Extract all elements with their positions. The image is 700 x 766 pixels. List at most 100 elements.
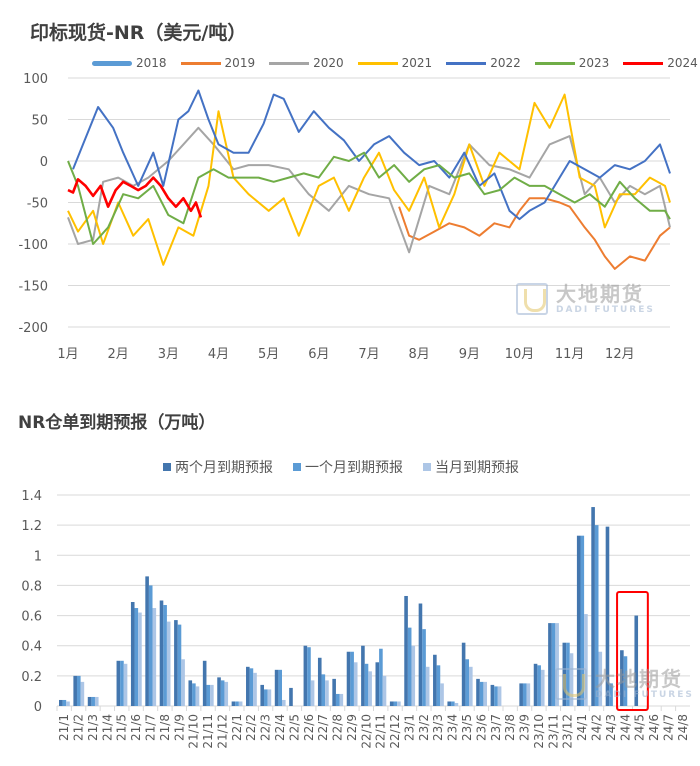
bar	[80, 681, 85, 706]
bar	[576, 535, 581, 706]
bar	[210, 684, 214, 706]
x-tick-label: 23/2	[417, 714, 431, 741]
bar	[519, 683, 523, 706]
legend-label: 2020	[313, 56, 344, 70]
bar	[145, 576, 149, 706]
y-tick-label: 1.2	[21, 519, 42, 534]
bar	[339, 693, 344, 706]
x-tick-label: 6月	[308, 347, 329, 362]
bar	[609, 683, 613, 706]
bar	[537, 665, 541, 706]
bar	[260, 684, 265, 706]
bar	[346, 651, 351, 706]
x-tick-label: 21/7	[144, 714, 158, 741]
watermark-cn: 大地期货	[595, 667, 683, 691]
legend-swatch	[293, 463, 301, 471]
bar	[551, 623, 556, 706]
bar	[379, 648, 383, 706]
bar	[490, 684, 495, 706]
series-line-2022	[72, 89, 671, 221]
y-tick-label: 1	[34, 549, 42, 564]
bar	[317, 657, 322, 706]
x-tick-label: 24/2	[589, 714, 603, 741]
bar	[94, 696, 99, 706]
bar	[177, 624, 182, 706]
bar	[623, 656, 628, 706]
y-tick-label: 50	[31, 114, 48, 129]
bar	[235, 701, 239, 706]
bar	[188, 680, 193, 706]
bar	[59, 699, 63, 706]
bar	[533, 663, 538, 706]
bar-chart-title: NR仓单到期预报（万吨）	[18, 413, 216, 433]
bar	[62, 699, 67, 706]
x-tick-label: 24/5	[633, 714, 647, 741]
x-tick-label: 21/10	[187, 714, 201, 749]
bar	[591, 507, 595, 706]
bar	[281, 699, 286, 706]
legend-swatch	[423, 463, 431, 471]
bar	[407, 627, 412, 706]
y-tick-label: 100	[23, 72, 48, 87]
x-tick-label: 21/3	[86, 714, 100, 741]
bar	[411, 645, 416, 706]
bar	[494, 686, 498, 706]
legend-item: 当月到期预报	[423, 457, 519, 477]
legend-swatch	[446, 61, 487, 65]
x-tick-label: 21/2	[72, 714, 86, 741]
bar	[594, 525, 599, 706]
dadi-logo-icon	[516, 283, 548, 315]
y-tick-label: 1.4	[21, 489, 42, 504]
bar	[382, 675, 387, 706]
legend-item-2020: 2020	[269, 56, 344, 70]
legend-item-2024: 2024	[623, 56, 698, 70]
legend-label: 2018	[136, 56, 167, 70]
bar	[433, 654, 437, 706]
legend-swatch	[623, 61, 664, 65]
bar	[605, 526, 610, 706]
bar	[522, 683, 527, 706]
x-tick-label: 22/5	[287, 714, 301, 741]
bar	[540, 669, 545, 706]
y-tick-label: -200	[18, 321, 48, 336]
bar	[174, 620, 178, 706]
y-tick-label: 0.2	[21, 670, 42, 685]
bar	[195, 686, 200, 706]
bar	[76, 675, 81, 706]
series-line-2020	[67, 126, 671, 254]
bar	[130, 602, 135, 706]
x-tick-label: 23/5	[460, 714, 474, 741]
series-line-2021	[67, 93, 671, 266]
x-tick-label: 4月	[208, 347, 229, 362]
bar	[461, 642, 466, 706]
x-tick-label: 22/3	[259, 714, 273, 741]
bar	[163, 605, 167, 706]
legend-label: 2023	[578, 56, 610, 70]
legend-item-2023: 2023	[534, 56, 610, 70]
bar	[73, 675, 77, 706]
bar	[307, 647, 311, 706]
x-tick-label: 22/8	[331, 714, 345, 741]
x-tick-label: 24/1	[575, 714, 589, 741]
legend-swatch	[269, 61, 310, 65]
bar	[138, 612, 142, 706]
legend-label: 两个月到期预报	[175, 460, 273, 476]
bar	[220, 680, 225, 706]
bar-chart-legend: 两个月到期预报 一个月到期预报 当月到期预报	[163, 457, 539, 477]
bar	[422, 629, 426, 706]
bar	[278, 669, 282, 706]
x-tick-label: 23/11	[546, 714, 560, 749]
bar	[238, 701, 243, 706]
bar	[361, 645, 365, 706]
bar	[303, 645, 308, 706]
bar	[465, 659, 470, 706]
bar	[555, 623, 559, 706]
bar	[404, 595, 408, 706]
x-tick-label: 21/8	[158, 714, 172, 741]
x-tick-label: 23/1	[402, 714, 416, 741]
bar	[353, 662, 358, 706]
bar	[447, 701, 452, 706]
bar	[87, 696, 92, 706]
x-tick-label: 21/4	[100, 714, 114, 741]
legend-item-2019: 2019	[180, 56, 255, 70]
